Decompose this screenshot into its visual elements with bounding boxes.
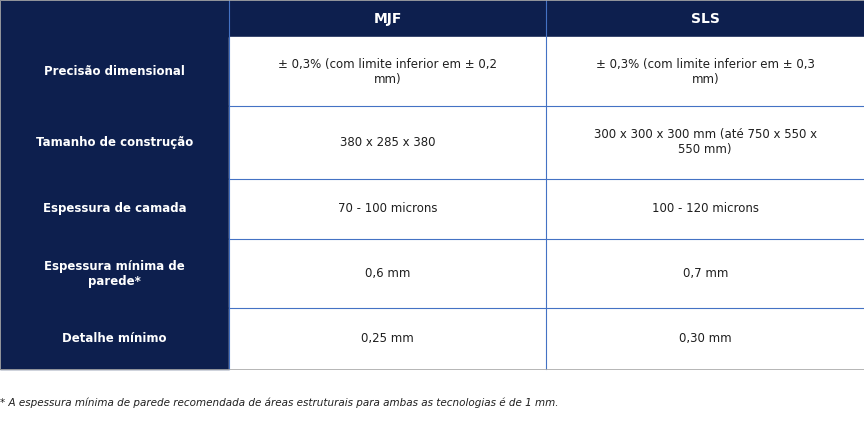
Bar [546, 0, 864, 37]
Bar [229, 0, 546, 37]
Bar [0, 240, 229, 308]
Text: * A espessura mínima de parede recomendada de áreas estruturais para ambas as te: * A espessura mínima de parede recomenda… [0, 398, 558, 408]
Bar [229, 179, 546, 240]
Text: 0,25 mm: 0,25 mm [361, 332, 414, 345]
Bar [0, 179, 229, 240]
Text: 70 - 100 microns: 70 - 100 microns [338, 203, 437, 215]
Text: Detalhe mínimo: Detalhe mínimo [62, 332, 167, 345]
Bar [546, 106, 864, 179]
Text: SLS: SLS [691, 11, 720, 26]
Bar [0, 0, 229, 37]
Text: 0,7 mm: 0,7 mm [683, 267, 728, 280]
Bar [546, 240, 864, 308]
Text: ± 0,3% (com limite inferior em ± 0,2
mm): ± 0,3% (com limite inferior em ± 0,2 mm) [278, 58, 497, 86]
Text: Espessura mínima de
parede*: Espessura mínima de parede* [44, 260, 185, 288]
Text: Tamanho de construção: Tamanho de construção [35, 136, 194, 149]
Text: ± 0,3% (com limite inferior em ± 0,3
mm): ± 0,3% (com limite inferior em ± 0,3 mm) [596, 58, 815, 86]
Text: 380 x 285 x 380: 380 x 285 x 380 [340, 136, 435, 149]
Bar [229, 37, 546, 106]
Text: 0,30 mm: 0,30 mm [679, 332, 732, 345]
Bar [0, 37, 229, 106]
Bar [0, 308, 229, 369]
Bar [546, 179, 864, 240]
Text: Espessura de camada: Espessura de camada [42, 203, 187, 215]
Bar [229, 240, 546, 308]
Bar [0, 0, 864, 369]
Bar [0, 106, 229, 179]
Bar [546, 37, 864, 106]
Bar [546, 308, 864, 369]
Text: 300 x 300 x 300 mm (até 750 x 550 x
550 mm): 300 x 300 x 300 mm (até 750 x 550 x 550 … [594, 128, 816, 156]
Text: 100 - 120 microns: 100 - 120 microns [651, 203, 759, 215]
Bar [229, 106, 546, 179]
Text: MJF: MJF [373, 11, 402, 26]
Bar [229, 308, 546, 369]
Text: Precisão dimensional: Precisão dimensional [44, 65, 185, 78]
Text: 0,6 mm: 0,6 mm [365, 267, 410, 280]
